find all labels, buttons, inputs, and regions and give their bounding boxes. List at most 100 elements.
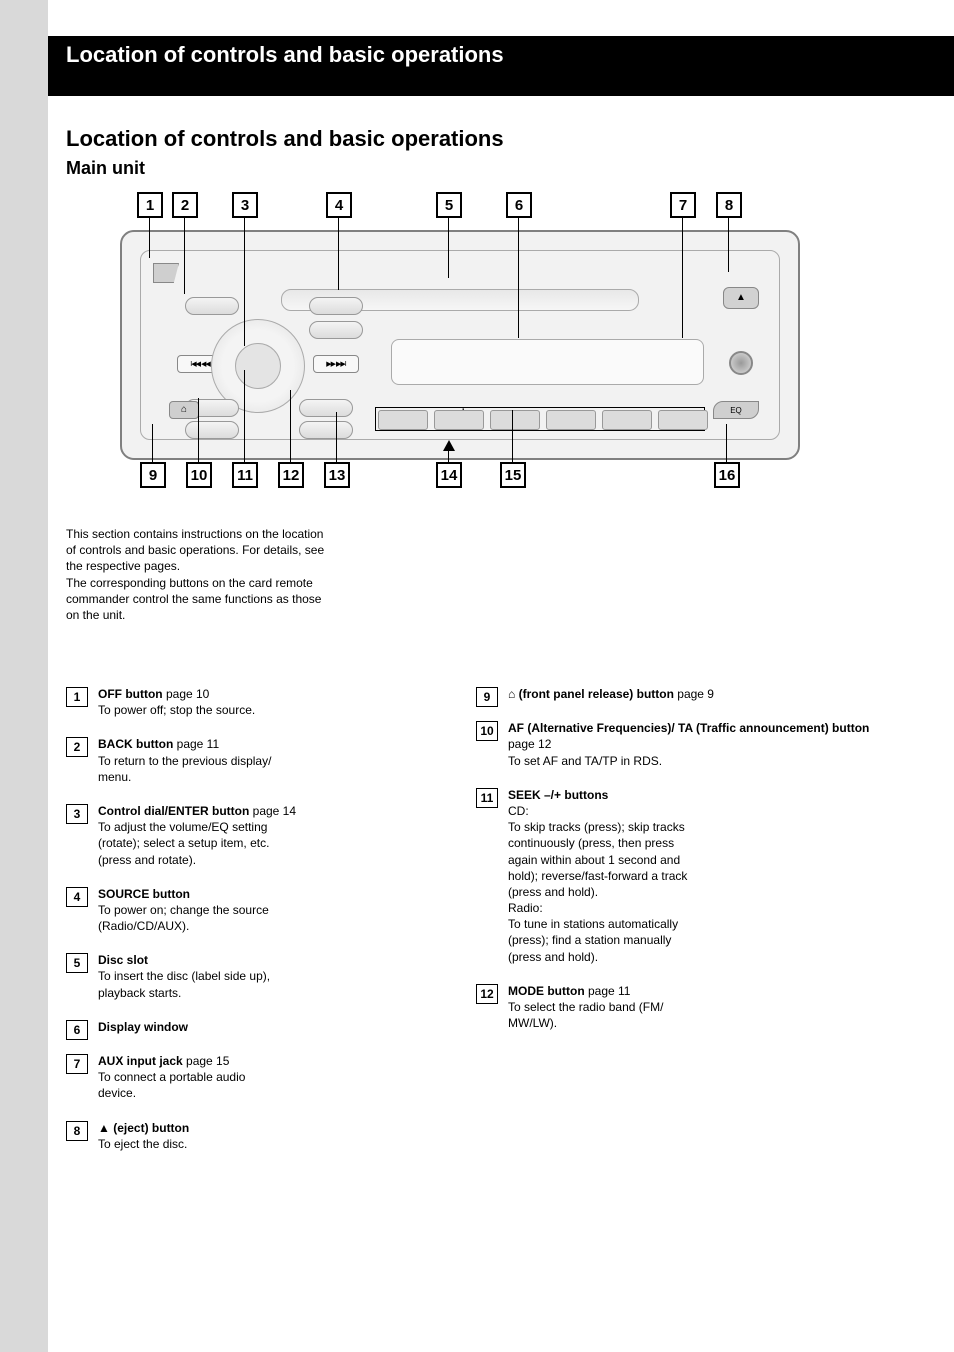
leader-line: [728, 218, 729, 272]
reference-body: MODE button page 11To select the radio b…: [508, 983, 876, 1032]
reference-title: SOURCE button: [98, 886, 466, 902]
reference-entry: 2BACK button page 11To return to the pre…: [66, 736, 466, 785]
reference-title: AUX input jack page 15: [98, 1053, 466, 1069]
leader-line: [149, 218, 150, 258]
reference-line: (Radio/CD/AUX).: [98, 918, 466, 934]
reference-title: Disc slot: [98, 952, 466, 968]
reference-body: SOURCE buttonTo power on; change the sou…: [98, 886, 466, 935]
leader-line: [512, 410, 513, 462]
reference-line: playback starts.: [98, 985, 466, 1001]
callout-7: 7: [670, 192, 696, 218]
mode-button: [299, 399, 353, 417]
reference-line: To skip tracks (press); skip tracks: [508, 819, 876, 835]
reference-body: Display window: [98, 1019, 466, 1035]
preset-4: [546, 410, 596, 430]
reference-title: ⌂ (front panel release) button page 9: [508, 686, 876, 702]
leader-line: [448, 218, 449, 278]
reference-line: (press); find a station manually: [508, 932, 876, 948]
reference-line: To select the radio band (FM/: [508, 999, 876, 1015]
page-reference: page 9: [674, 687, 714, 701]
callout-5: 5: [436, 192, 462, 218]
reference-title: OFF button page 10: [98, 686, 466, 702]
reference-entry: 3 Control dial/ENTER button page 14To adj…: [66, 803, 466, 868]
reference-title: ▲ (eject) button: [98, 1120, 466, 1136]
preset-row: – + ◦: [375, 407, 705, 431]
callout-16: 16: [714, 462, 740, 488]
leader-line: [338, 218, 339, 290]
callout-8: 8: [716, 192, 742, 218]
callout-12: 12: [278, 462, 304, 488]
page-reference: page 10: [163, 687, 210, 701]
reference-number: 2: [66, 737, 88, 757]
reference-line: continuously (press, then press: [508, 835, 876, 851]
leader-line: [184, 218, 185, 294]
leader-line: [448, 451, 449, 462]
reference-title: BACK button page 11: [98, 736, 466, 752]
enter-button: [235, 343, 281, 389]
reference-entry: 7AUX input jack page 15To connect a port…: [66, 1053, 466, 1102]
reference-entry: 5Disc slotTo insert the disc (label side…: [66, 952, 466, 1001]
reference-entry: 1OFF button page 10To power off; stop th…: [66, 686, 466, 718]
reference-title: MODE button page 11: [508, 983, 876, 999]
eq-button: EQ: [713, 401, 759, 419]
seek-plus-button: ▶▶ ▶▶I: [313, 355, 359, 373]
reference-entry: 12 MODE button page 11To select the radio…: [476, 983, 876, 1032]
reference-line: To tune in stations automatically: [508, 916, 876, 932]
controls-reference: 1OFF button page 10To power off; stop th…: [66, 686, 904, 1322]
reference-number: 9: [476, 687, 498, 707]
intro-line: on the unit.: [66, 607, 446, 623]
reference-number: 6: [66, 1020, 88, 1040]
callout-15: 15: [500, 462, 526, 488]
reference-column-left: 1OFF button page 10To power off; stop th…: [66, 686, 466, 1322]
chapter-title: Location of controls and basic operation…: [66, 42, 504, 68]
reference-title: AF (Alternative Frequencies)/ TA (Traffi…: [508, 720, 876, 752]
page-reference: page 11: [585, 984, 631, 998]
reference-line: To power on; change the source: [98, 902, 466, 918]
reference-body: SEEK –/+ buttonsCD:To skip tracks (press…: [508, 787, 876, 965]
preset-3: [490, 410, 540, 430]
reference-body: ⌂ (front panel release) button page 9: [508, 686, 876, 702]
back-button: [185, 297, 239, 315]
callout-9: 9: [140, 462, 166, 488]
eject-button: ▲: [723, 287, 759, 309]
callout-14: 14: [436, 462, 462, 488]
leader-line: [290, 390, 291, 462]
callout-6: 6: [506, 192, 532, 218]
leader-line: [682, 218, 683, 338]
reference-number: 3: [66, 804, 88, 824]
callout-2: 2: [172, 192, 198, 218]
reference-line: menu.: [98, 769, 466, 785]
reference-line: To set AF and TA/TP in RDS.: [508, 753, 876, 769]
release-icon: ⌂: [508, 687, 515, 701]
leader-line: [518, 218, 519, 338]
reference-line: To adjust the volume/EQ setting: [98, 819, 466, 835]
reference-body: AF (Alternative Frequencies)/ TA (Traffi…: [508, 720, 876, 769]
preset-5: [602, 410, 652, 430]
eject-icon: ▲: [98, 1121, 110, 1135]
leader-line: [198, 398, 199, 462]
mode-sec-button: [309, 321, 363, 339]
reference-title: Display window: [98, 1019, 466, 1035]
reference-body: Control dial/ENTER button page 14To adju…: [98, 803, 466, 868]
reference-body: Disc slotTo insert the disc (label side …: [98, 952, 466, 1001]
reference-line: again within about 1 second and: [508, 852, 876, 868]
leader-line: [726, 424, 727, 462]
callout-3: 3: [232, 192, 258, 218]
reference-line: To power off; stop the source.: [98, 702, 466, 718]
reference-line: To connect a portable audio: [98, 1069, 466, 1085]
reference-line: Radio:: [508, 900, 876, 916]
reference-line: To insert the disc (label side up),: [98, 968, 466, 984]
section-title: Main unit: [66, 158, 145, 179]
reference-line: (press and hold).: [508, 949, 876, 965]
page-reference: page 14: [249, 804, 296, 818]
reference-number: 12: [476, 984, 498, 1004]
reference-line: hold); reverse/fast-forward a track: [508, 868, 876, 884]
chapter-header-bar: Location of controls and basic operation…: [48, 36, 954, 96]
manual-page: Location of controls and basic operation…: [0, 0, 954, 1352]
reference-body: ▲ (eject) buttonTo eject the disc.: [98, 1120, 466, 1152]
display-window: [391, 339, 704, 385]
callout-10: 10: [186, 462, 212, 488]
reference-entry: 9⌂ (front panel release) button page 9: [476, 686, 876, 702]
callout-1: 1: [137, 192, 163, 218]
reference-body: AUX input jack page 15To connect a porta…: [98, 1053, 466, 1102]
